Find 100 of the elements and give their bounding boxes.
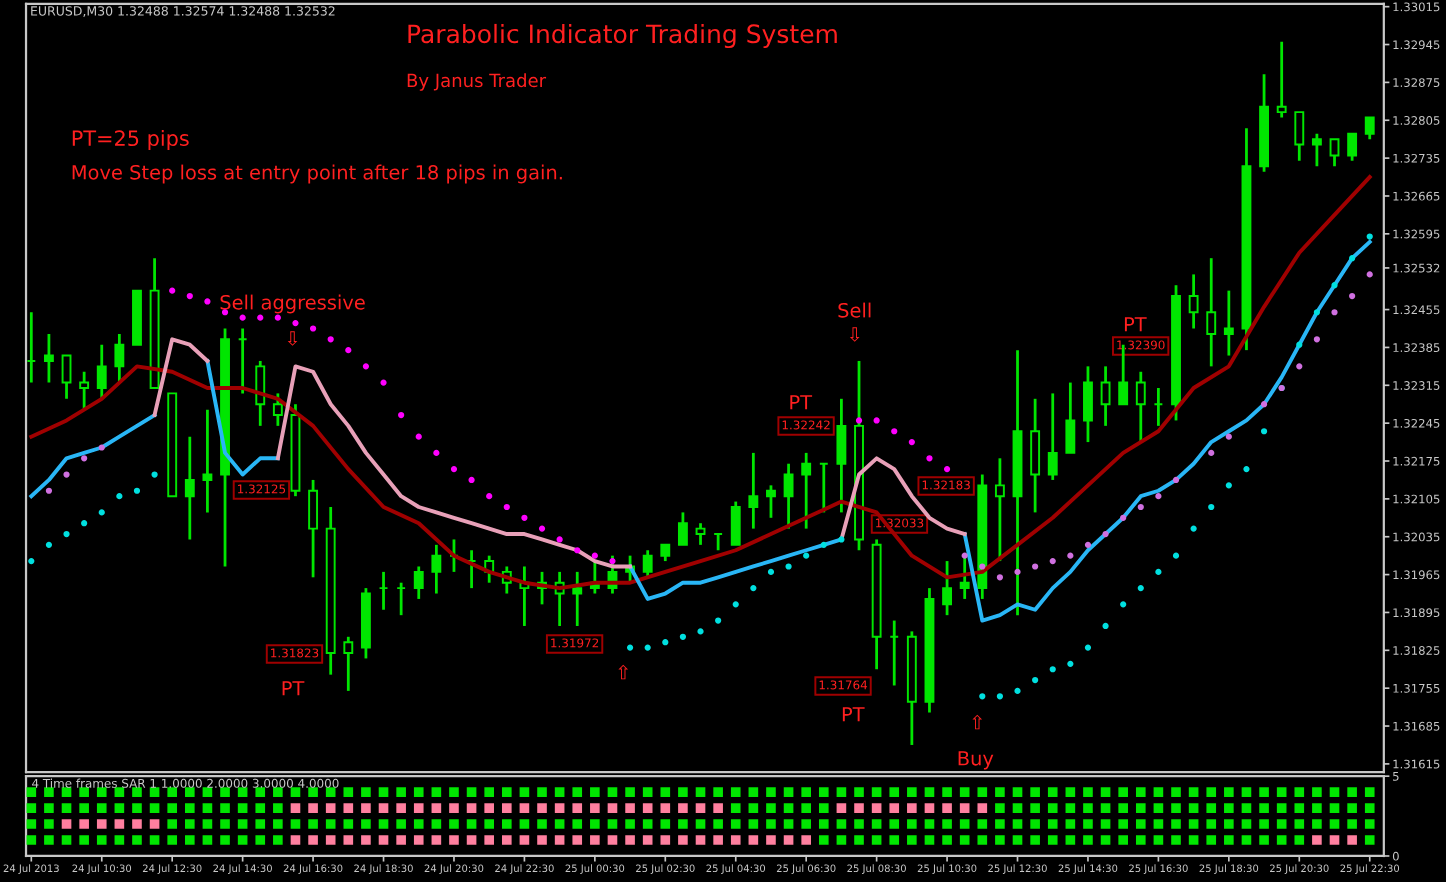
point [961, 552, 968, 559]
point [204, 298, 211, 305]
point [1349, 292, 1356, 300]
point [626, 644, 634, 651]
point [1032, 676, 1039, 684]
point [715, 617, 722, 624]
point [116, 493, 123, 500]
candlestick [114, 332, 125, 384]
point [1067, 660, 1074, 667]
point [151, 471, 158, 478]
point [873, 417, 880, 424]
annotation: PT [790, 395, 813, 410]
point [820, 541, 827, 548]
candlestick [801, 451, 812, 531]
annotation: Buy [958, 751, 994, 770]
candlestick [1100, 364, 1111, 428]
point [1084, 541, 1092, 548]
point [1296, 341, 1303, 348]
candlestick [308, 478, 319, 579]
candlestick [272, 392, 283, 428]
point [1243, 466, 1250, 473]
point [81, 455, 88, 462]
point [98, 444, 105, 451]
point [996, 574, 1004, 581]
point [1225, 482, 1232, 489]
point [327, 336, 334, 343]
candlestick [572, 570, 583, 628]
point [398, 411, 405, 419]
candlestick [836, 397, 847, 514]
candlestick [96, 343, 107, 401]
point [169, 287, 176, 294]
point [732, 601, 739, 608]
candlestick [766, 483, 776, 520]
candlestick [1206, 256, 1217, 368]
point [679, 633, 687, 640]
candlestick [202, 408, 213, 514]
annotation: PT=25 pips [72, 129, 189, 151]
candlestick [1294, 110, 1305, 163]
candlestick [1223, 289, 1234, 357]
point [45, 487, 53, 494]
candlestick [1065, 381, 1076, 455]
point [521, 514, 528, 521]
point [345, 347, 352, 354]
point [468, 476, 475, 484]
annotation: PT [842, 707, 865, 722]
annotation: Sell [838, 302, 871, 318]
annotation: Move Step loss at entry point after 18 pips in gain. [72, 164, 562, 184]
point [1014, 568, 1021, 575]
point [803, 552, 810, 559]
point [1102, 530, 1109, 538]
point [1137, 503, 1144, 511]
point [486, 493, 493, 500]
point [1120, 514, 1127, 521]
candlestick [695, 521, 706, 547]
annotation: PT [282, 681, 305, 696]
point [591, 552, 598, 559]
point [1120, 601, 1127, 608]
candlestick [1276, 40, 1287, 119]
candlestick [994, 456, 1005, 563]
point [785, 563, 792, 570]
point [415, 433, 422, 440]
point [979, 563, 986, 570]
candlestick [1047, 392, 1058, 482]
point [1137, 585, 1144, 592]
point [1014, 687, 1021, 694]
point [1049, 557, 1056, 565]
point [996, 693, 1004, 700]
candlestick [959, 554, 970, 601]
point [750, 585, 757, 592]
candlestick [431, 543, 442, 595]
point [697, 628, 704, 635]
point [855, 417, 863, 424]
point [1366, 271, 1373, 278]
point [1172, 476, 1180, 484]
point [1208, 449, 1215, 456]
candlestick [79, 370, 90, 412]
point [1102, 622, 1109, 630]
point [362, 363, 370, 370]
candlestick [1347, 132, 1358, 163]
point [1190, 525, 1197, 532]
point [257, 314, 264, 321]
point [1225, 433, 1232, 440]
point [556, 536, 563, 543]
point [1172, 552, 1180, 559]
candlestick [642, 548, 653, 579]
candlestick [43, 332, 54, 384]
candlestick [1030, 397, 1041, 514]
point [1067, 552, 1074, 559]
point [1313, 309, 1321, 316]
candlestick [1311, 132, 1322, 168]
point [45, 541, 53, 548]
annotation: PT [1124, 317, 1147, 332]
point [1155, 493, 1162, 500]
point [1331, 309, 1338, 316]
point [1032, 563, 1039, 570]
point [380, 379, 387, 386]
annotation: ⇩ [287, 331, 298, 346]
candlestick [413, 565, 424, 601]
point [433, 449, 440, 456]
point [1155, 568, 1162, 575]
